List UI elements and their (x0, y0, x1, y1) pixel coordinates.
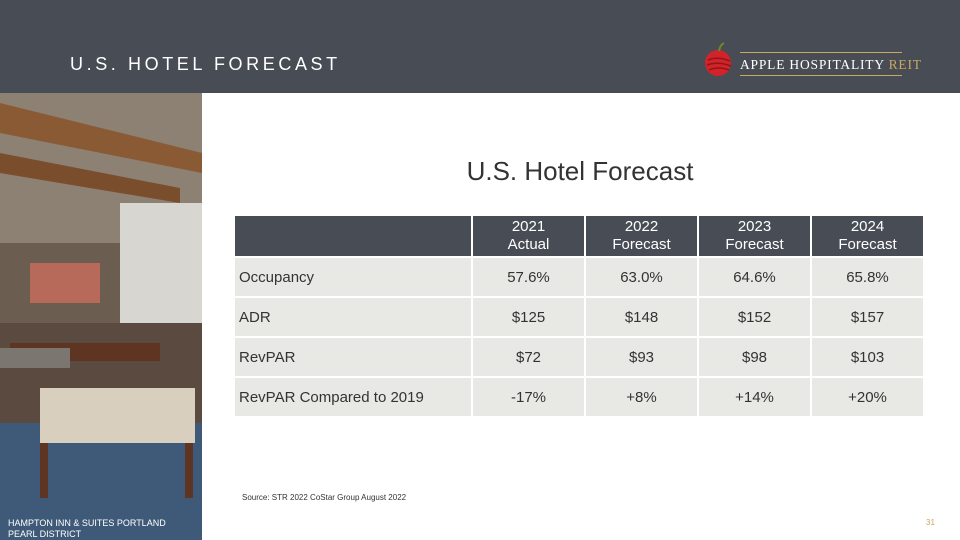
row-label: RevPAR (235, 338, 471, 376)
header-line: Actual (507, 236, 550, 253)
column-header: 2022 Forecast (586, 216, 697, 256)
cell: +20% (812, 378, 923, 416)
cell: +8% (586, 378, 697, 416)
header-line: Forecast (612, 236, 671, 253)
table-row: ADR $125 $148 $152 $157 (235, 298, 923, 336)
row-label: ADR (235, 298, 471, 336)
slide-title: U.S. Hotel Forecast (466, 156, 694, 186)
logo: APPLE HOSPITALITY REIT (702, 42, 921, 78)
table-row: RevPAR $72 $93 $98 $103 (235, 338, 923, 376)
column-header (235, 216, 471, 256)
header-line: 2023 (737, 218, 772, 235)
cell: $103 (812, 338, 923, 376)
table-row: RevPAR Compared to 2019 -17% +8% +14% +20% (235, 378, 923, 416)
forecast-table: 2021 Actual 2022 Forecast 2023 Forecast 2024 Fo… (233, 214, 925, 418)
column-header: 2023 Forecast (699, 216, 810, 256)
row-label: Occupancy (235, 258, 471, 296)
header-title: U.S. HOTEL FORECAST (70, 54, 341, 74)
header-line: Forecast (725, 236, 784, 253)
cell: $72 (473, 338, 584, 376)
photo-caption: HAMPTON INN & SUITES PORTLAND PEARL DISTR… (8, 518, 166, 539)
cell: +14% (699, 378, 810, 416)
cell: $93 (586, 338, 697, 376)
cell: $125 (473, 298, 584, 336)
source-note: Source: STR 2022 CoStar Group August 202… (242, 493, 407, 502)
column-header: 2021 Actual (473, 216, 584, 256)
cell: $152 (699, 298, 810, 336)
hotel-photo (0, 93, 202, 540)
table-row: Occupancy 57.6% 63.0% 64.6% 65.8% (235, 258, 923, 296)
cell: -17% (473, 378, 584, 416)
logo-icon (705, 42, 732, 76)
cell: $148 (586, 298, 697, 336)
header-line: 2024 (850, 218, 885, 235)
header-bar (0, 0, 960, 93)
page-number: 31 (926, 518, 935, 527)
column-header: 2024 Forecast (812, 216, 923, 256)
cell: 65.8% (812, 258, 923, 296)
cell: $157 (812, 298, 923, 336)
cell: 63.0% (586, 258, 697, 296)
header-line: 2021 (511, 218, 546, 235)
row-label: RevPAR Compared to 2019 (235, 378, 471, 416)
cell: 64.6% (699, 258, 810, 296)
cell: $98 (699, 338, 810, 376)
header-line: Forecast (838, 236, 897, 253)
header-line: 2022 (624, 218, 659, 235)
cell: 57.6% (473, 258, 584, 296)
logo-text: APPLE HOSPITALITY REIT (740, 57, 922, 72)
